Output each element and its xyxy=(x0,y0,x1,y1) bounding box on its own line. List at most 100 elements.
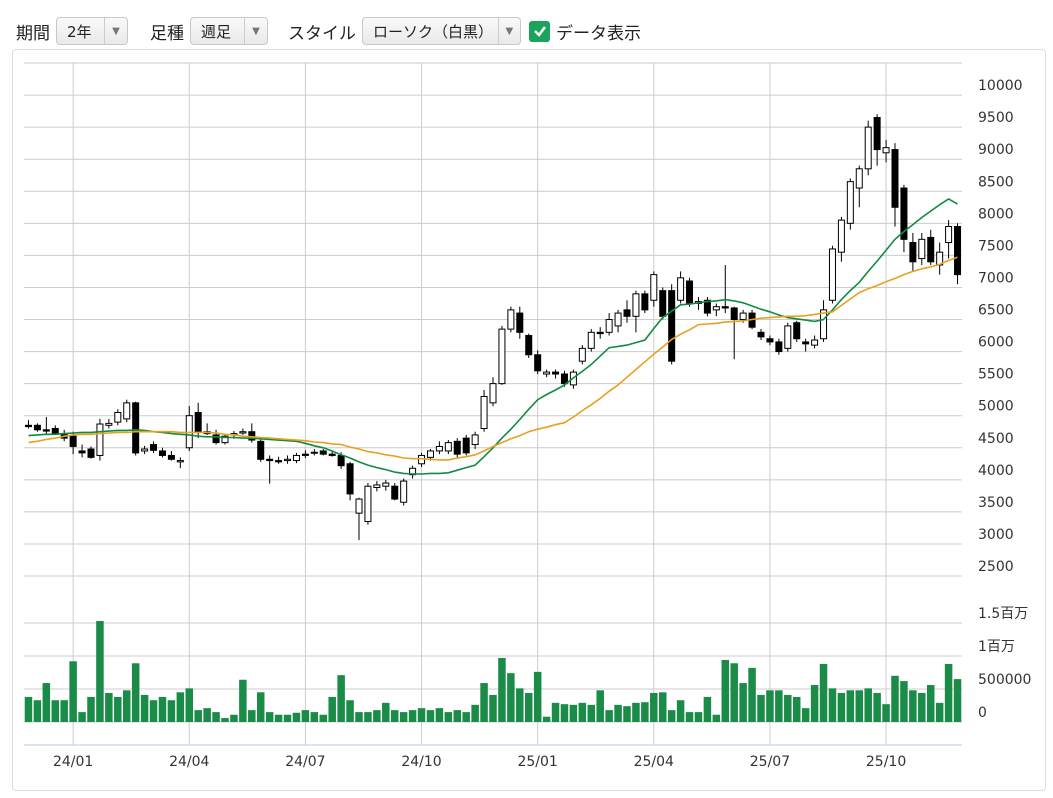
y-tick-label: 7000 xyxy=(978,270,1014,286)
x-tick-label: 24/07 xyxy=(285,754,325,770)
candle-body xyxy=(221,435,229,444)
volume-bar xyxy=(265,712,274,722)
volume-bar xyxy=(453,710,462,722)
volume-bar xyxy=(42,683,51,722)
y-tick-label: 6500 xyxy=(978,303,1014,319)
label: スタイル xyxy=(288,23,356,44)
volume-bar xyxy=(578,702,587,722)
y-tick-label: 10000 xyxy=(978,78,1023,94)
candle-body xyxy=(284,458,292,462)
volume-bar xyxy=(516,688,524,722)
volume-bar xyxy=(480,683,488,722)
candle-body xyxy=(802,341,810,345)
volume-bar xyxy=(78,712,86,722)
candle-body xyxy=(87,448,95,458)
candle-body xyxy=(310,451,318,454)
volume-bar xyxy=(650,692,658,722)
volume-bar xyxy=(784,694,792,722)
candle-body xyxy=(24,424,32,428)
y-tick-label: 5500 xyxy=(978,367,1014,383)
volume-bar xyxy=(560,704,569,722)
candle-body xyxy=(292,454,300,462)
volume-bar xyxy=(605,710,613,722)
candle-body xyxy=(587,331,595,349)
volume-bar xyxy=(551,702,560,722)
candle-body xyxy=(873,117,881,151)
volume-bar xyxy=(596,690,604,722)
candle-body xyxy=(784,325,792,349)
dropdown-value: 週足 xyxy=(201,22,232,41)
x-tick-label: 25/01 xyxy=(517,754,557,770)
candle-body xyxy=(516,312,524,333)
candle-body xyxy=(632,293,640,317)
candle-body xyxy=(78,450,86,454)
candle-body xyxy=(444,442,452,452)
volume-bar xyxy=(623,706,631,722)
candle-body xyxy=(328,453,336,456)
candle-body xyxy=(132,402,140,454)
candle-body xyxy=(864,126,872,170)
candle-body xyxy=(266,458,274,462)
candle-body xyxy=(757,331,765,338)
volume-bar xyxy=(935,702,944,722)
volume-bar xyxy=(69,661,77,722)
volume-bar xyxy=(390,710,399,722)
dropdown[interactable]: ローソク（白黒） ▼ xyxy=(362,17,521,45)
candle-body xyxy=(123,402,131,420)
volume-bar xyxy=(926,685,935,722)
volume-bar xyxy=(364,712,372,722)
y-tick-label: 7500 xyxy=(978,238,1014,254)
candle-body xyxy=(400,480,408,503)
y2-tick-label: 0 xyxy=(978,705,987,721)
checkbox-label[interactable]: データ表示 xyxy=(556,23,641,44)
candle-body xyxy=(426,450,434,458)
volume-bar xyxy=(891,675,899,722)
volume-bar xyxy=(739,683,747,722)
candle-body xyxy=(382,482,390,487)
volume-bar xyxy=(909,690,917,722)
candle-body xyxy=(882,147,890,154)
x-tick-label: 25/10 xyxy=(866,754,906,770)
volume-bar xyxy=(766,690,774,722)
dropdown[interactable]: 週足 ▼ xyxy=(190,17,268,45)
moving-average-line xyxy=(28,197,958,475)
candle-body xyxy=(578,347,586,362)
candle-body xyxy=(927,236,935,263)
volume-bar xyxy=(382,702,390,722)
y-tick-label: 4000 xyxy=(978,463,1014,479)
volume-bar xyxy=(60,700,68,722)
candle-body xyxy=(766,338,774,343)
volume-bar xyxy=(346,700,354,722)
candle-body xyxy=(453,440,461,455)
candle-body xyxy=(659,290,667,317)
x-tick-label: 25/04 xyxy=(634,754,674,770)
checkbox[interactable] xyxy=(529,20,550,42)
volume-bar xyxy=(230,714,238,722)
volume-bar xyxy=(167,700,176,722)
candle-body xyxy=(69,435,77,447)
volume-bar xyxy=(426,710,435,722)
candle-body xyxy=(855,168,863,189)
y-tick-label: 3500 xyxy=(978,495,1014,511)
toolbar: 期間 2年 ▼ 足種 週足 ▼ スタイル ローソク（白黒） ▼ データ表示 xyxy=(0,16,641,46)
volume-bar xyxy=(176,692,185,722)
candle-body xyxy=(158,450,166,456)
candle-body xyxy=(114,411,122,423)
volume-bar xyxy=(122,690,131,722)
dropdown[interactable]: 2年 ▼ xyxy=(56,17,128,45)
volume-bar xyxy=(256,692,265,722)
volume-bar xyxy=(667,710,676,722)
volume-bar xyxy=(676,700,685,722)
candle-body xyxy=(891,149,899,208)
candle-body xyxy=(596,331,604,335)
volume-bar xyxy=(524,692,533,722)
candle-body xyxy=(641,293,649,311)
candle-body xyxy=(721,306,729,309)
volume-bar xyxy=(355,712,363,722)
volume-bar xyxy=(792,696,801,722)
volume-bar xyxy=(944,663,953,722)
volume-bar xyxy=(873,692,881,722)
candle-body xyxy=(391,485,399,500)
